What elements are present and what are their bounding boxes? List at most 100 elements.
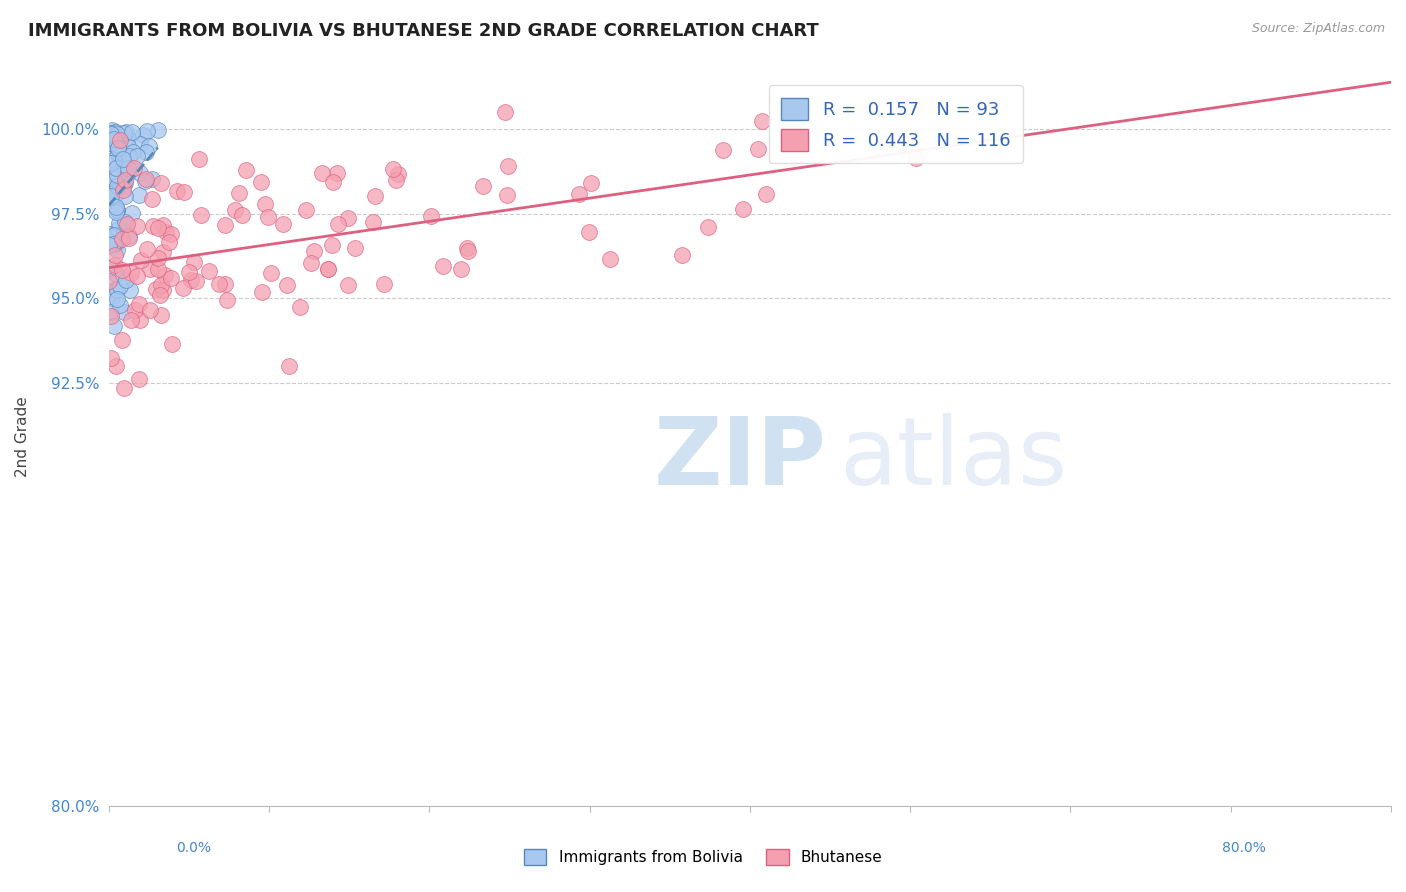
Point [304, 244, 326, 259]
Point [112, 153, 135, 167]
Point [128, 166, 150, 180]
Point [328, 217, 350, 231]
Point [111, 158, 134, 172]
Point [100, 309, 122, 323]
Point [104, 267, 127, 281]
Point [101, 229, 124, 244]
Point [103, 237, 125, 252]
Point [224, 202, 246, 217]
Point [139, 302, 162, 317]
Point [160, 336, 183, 351]
Point [105, 283, 128, 297]
Text: IMMIGRANTS FROM BOLIVIA VS BHUTANESE 2ND GRADE CORRELATION CHART: IMMIGRANTS FROM BOLIVIA VS BHUTANESE 2ND… [28, 22, 818, 40]
Point [450, 262, 472, 277]
Point [180, 273, 202, 287]
Point [432, 260, 454, 274]
Point [173, 185, 195, 199]
Point [112, 381, 135, 395]
Point [322, 175, 344, 189]
Point [115, 165, 138, 179]
Point [142, 219, 165, 234]
Point [97, 136, 120, 150]
Point [228, 186, 250, 201]
Point [104, 125, 127, 139]
Point [494, 105, 516, 120]
Point [250, 285, 273, 299]
Point [747, 142, 769, 156]
Point [456, 241, 478, 255]
Point [103, 132, 125, 146]
Point [98, 227, 121, 241]
Point [118, 149, 141, 163]
Point [100, 304, 122, 318]
Point [183, 254, 205, 268]
Text: ZIP: ZIP [654, 413, 827, 505]
Point [107, 132, 129, 146]
Point [115, 273, 138, 287]
Point [337, 278, 360, 293]
Point [152, 283, 174, 297]
Point [187, 152, 209, 166]
Point [122, 145, 145, 160]
Point [671, 248, 693, 262]
Point [295, 202, 318, 217]
Point [112, 184, 135, 198]
Point [105, 236, 128, 251]
Point [105, 168, 128, 182]
Point [118, 229, 141, 244]
Point [101, 123, 124, 137]
Point [112, 305, 135, 319]
Point [373, 277, 395, 291]
Point [105, 202, 128, 217]
Point [733, 202, 755, 216]
Point [146, 221, 169, 235]
Point [104, 282, 127, 296]
Point [107, 142, 129, 156]
Point [361, 215, 384, 229]
Point [121, 125, 143, 139]
Point [321, 238, 343, 252]
Text: Source: ZipAtlas.com: Source: ZipAtlas.com [1251, 22, 1385, 36]
Point [118, 283, 141, 297]
Point [101, 291, 124, 305]
Point [117, 138, 139, 153]
Point [568, 187, 591, 202]
Legend: R =  0.157   N = 93, R =  0.443   N = 116: R = 0.157 N = 93, R = 0.443 N = 116 [769, 85, 1024, 163]
Point [299, 256, 322, 270]
Point [278, 359, 301, 373]
Point [186, 275, 208, 289]
Point [755, 186, 778, 201]
Point [112, 126, 135, 140]
Point [155, 225, 177, 239]
Point [104, 161, 127, 176]
Point [100, 351, 122, 366]
Point [101, 170, 124, 185]
Point [214, 219, 236, 233]
Point [100, 188, 122, 202]
Point [118, 230, 141, 244]
Point [104, 359, 127, 373]
Text: 80.0%: 80.0% [1222, 841, 1265, 855]
Point [177, 265, 200, 279]
Point [112, 164, 135, 178]
Point [316, 262, 339, 277]
Point [254, 197, 277, 211]
Point [344, 241, 367, 255]
Point [190, 208, 212, 222]
Point [98, 168, 121, 182]
Point [599, 252, 621, 267]
Point [101, 136, 124, 150]
Point [326, 166, 349, 180]
Point [111, 154, 134, 169]
Point [97, 274, 120, 288]
Point [108, 216, 131, 230]
Point [904, 151, 927, 165]
Point [311, 166, 333, 180]
Point [751, 113, 773, 128]
Point [105, 127, 128, 141]
Point [100, 176, 122, 190]
Point [107, 141, 129, 155]
Y-axis label: 2nd Grade: 2nd Grade [15, 397, 30, 477]
Point [107, 243, 129, 257]
Point [100, 156, 122, 170]
